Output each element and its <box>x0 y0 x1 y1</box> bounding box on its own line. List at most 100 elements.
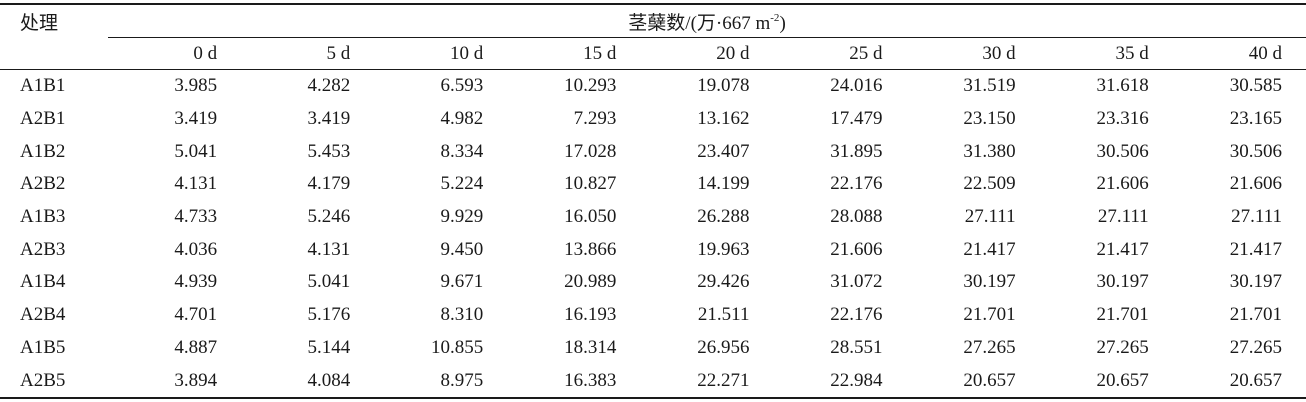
group-header-exponent: -2 <box>770 11 780 24</box>
group-header-text: 茎蘖数/(万·667 m <box>628 12 771 34</box>
value-cell: 26.956 <box>697 336 750 358</box>
day-column-header: 25 d <box>773 37 907 70</box>
day-column-header: 10 d <box>374 37 508 70</box>
value-cell: 9.450 <box>440 238 484 260</box>
treatment-cell: A2B4 <box>20 304 66 326</box>
value-cell: 27.265 <box>1229 336 1282 358</box>
day-column-header: 20 d <box>640 37 774 70</box>
group-header-close: ) <box>779 12 786 34</box>
value-cell: 30.585 <box>1229 75 1282 97</box>
value-cell: 31.618 <box>1096 75 1149 97</box>
value-cell: 18.314 <box>564 336 617 358</box>
value-cell: 26.288 <box>697 206 750 228</box>
value-cell: 4.939 <box>174 271 218 293</box>
treatment-cell: A1B3 <box>20 206 66 228</box>
value-cell: 28.088 <box>830 206 883 228</box>
day-column-header: 35 d <box>1039 37 1173 70</box>
value-cell: 6.593 <box>440 75 484 97</box>
treatment-cell: A1B2 <box>20 140 66 162</box>
value-cell: 29.426 <box>697 271 750 293</box>
value-cell: 10.827 <box>564 173 617 195</box>
value-cell: 19.078 <box>697 75 750 97</box>
value-cell: 9.929 <box>440 206 484 228</box>
table-row: A2B5 3.894 4.084 8.975 16.383 22.271 22.984 20.… <box>0 364 1306 399</box>
value-cell: 22.509 <box>963 173 1016 195</box>
day-column-header: 5 d <box>241 37 375 70</box>
value-cell: 5.246 <box>307 206 351 228</box>
treatment-cell: A1B5 <box>20 336 66 358</box>
value-cell: 5.176 <box>307 304 351 326</box>
day-column-header: 30 d <box>906 37 1040 70</box>
value-cell: 21.417 <box>1096 238 1149 260</box>
table-row: A1B1 3.985 4.282 6.593 10.293 19.078 24.016 31.… <box>0 70 1306 103</box>
table-row: A2B2 4.131 4.179 5.224 10.827 14.199 22.176 22.… <box>0 168 1306 201</box>
value-cell: 4.084 <box>241 364 375 399</box>
value-cell: 3.419 <box>174 108 218 130</box>
value-cell: 8.310 <box>440 304 484 326</box>
value-cell: 3.894 <box>108 364 242 399</box>
value-cell: 27.265 <box>1096 336 1149 358</box>
treatment-cell: A2B3 <box>20 238 66 260</box>
value-cell: 3.419 <box>307 108 351 130</box>
value-cell: 5.041 <box>307 271 351 293</box>
value-cell: 16.050 <box>564 206 617 228</box>
value-cell: 9.671 <box>440 271 484 293</box>
value-cell: 13.162 <box>697 108 750 130</box>
treatment-cell: A2B5 <box>0 364 109 399</box>
day-column-header: 40 d <box>1172 37 1306 70</box>
value-cell: 5.453 <box>307 140 351 162</box>
value-cell: 4.701 <box>174 304 218 326</box>
value-cell: 21.701 <box>1096 304 1149 326</box>
value-cell: 10.855 <box>431 336 484 358</box>
value-cell: 4.179 <box>307 173 351 195</box>
value-cell: 4.036 <box>174 238 218 260</box>
value-cell: 21.511 <box>697 304 750 326</box>
value-cell: 10.293 <box>564 75 617 97</box>
table-row: A1B3 4.733 5.246 9.929 16.050 26.288 28.088 27.… <box>0 201 1306 234</box>
value-cell: 21.417 <box>963 238 1016 260</box>
table-row: A2B4 4.701 5.176 8.310 16.193 21.511 22.176 21.… <box>0 299 1306 332</box>
value-cell: 16.383 <box>507 364 641 399</box>
value-cell: 5.224 <box>440 173 484 195</box>
value-cell: 21.417 <box>1229 238 1282 260</box>
value-cell: 30.197 <box>1229 271 1282 293</box>
day-column-header: 0 d <box>108 37 242 70</box>
value-cell: 30.506 <box>1096 140 1149 162</box>
value-cell: 20.657 <box>1039 364 1173 399</box>
value-cell: 21.606 <box>1096 173 1149 195</box>
value-cell: 23.407 <box>697 140 750 162</box>
value-cell: 30.197 <box>963 271 1016 293</box>
value-cell: 31.072 <box>830 271 883 293</box>
header-row-group: 处理 茎蘖数/(万·667 m-2) <box>0 3 1306 70</box>
value-cell: 4.733 <box>174 206 218 228</box>
value-cell: 5.041 <box>174 140 218 162</box>
value-cell: 31.380 <box>963 140 1016 162</box>
value-cell: 27.111 <box>964 206 1016 228</box>
value-cell: 21.606 <box>1229 173 1282 195</box>
value-cell: 23.150 <box>963 108 1016 130</box>
value-cell: 19.963 <box>697 238 750 260</box>
value-cell: 22.176 <box>830 173 883 195</box>
table-row: A2B3 4.036 4.131 9.450 13.866 19.963 21.606 21.… <box>0 233 1306 266</box>
value-cell: 16.193 <box>564 304 617 326</box>
value-cell: 17.479 <box>830 108 883 130</box>
value-cell: 4.131 <box>174 173 218 195</box>
value-cell: 4.887 <box>174 336 218 358</box>
value-cell: 17.028 <box>564 140 617 162</box>
value-cell: 21.701 <box>963 304 1016 326</box>
treatment-column-header: 处理 <box>0 3 109 70</box>
tiller-count-group-header: 茎蘖数/(万·667 m-2) <box>108 3 1306 38</box>
value-cell: 8.975 <box>374 364 508 399</box>
value-cell: 21.606 <box>830 238 883 260</box>
value-cell: 20.989 <box>564 271 617 293</box>
value-cell: 31.519 <box>963 75 1016 97</box>
treatment-cell: A2B2 <box>20 173 66 195</box>
value-cell: 13.866 <box>564 238 617 260</box>
value-cell: 22.984 <box>773 364 907 399</box>
table-row: A1B2 5.041 5.453 8.334 17.028 23.407 31.895 31.… <box>0 135 1306 168</box>
value-cell: 22.176 <box>830 304 883 326</box>
